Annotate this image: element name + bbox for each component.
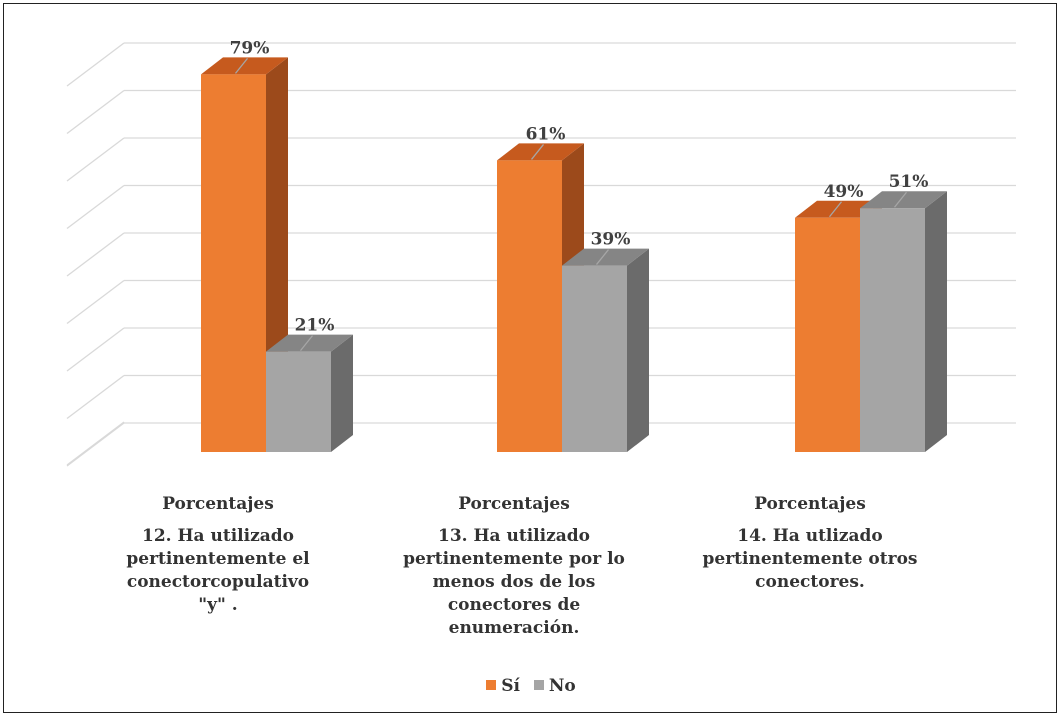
bar <box>860 208 925 452</box>
bar-top <box>201 57 288 75</box>
gridline-side <box>66 137 125 182</box>
legend-swatch-si <box>486 680 497 690</box>
gridline-side <box>66 89 125 135</box>
gridline-side <box>66 232 125 277</box>
legend-item-no: No <box>533 676 576 696</box>
category-2-text: 13. Ha utilizado pertinentemente por lo … <box>403 526 625 638</box>
category-1-sub: Porcentajes <box>162 494 274 514</box>
data-label-leader <box>299 335 314 352</box>
data-label: 51% <box>889 172 929 192</box>
floor-edge <box>66 421 125 466</box>
data-label: 21% <box>295 316 335 336</box>
gridline-side <box>66 279 125 325</box>
data-label: 79% <box>230 38 270 58</box>
legend: Sí No <box>0 676 1062 696</box>
bar-side <box>331 334 353 452</box>
data-label-leader <box>595 249 610 265</box>
legend-item-si: Sí <box>486 676 520 696</box>
legend-label-si: Sí <box>501 676 520 696</box>
data-label-leader <box>530 144 545 160</box>
bar-top <box>860 191 947 209</box>
bar-top <box>497 143 584 161</box>
data-label-leader <box>234 57 249 74</box>
bar <box>497 160 562 453</box>
category-label-1: Porcentajes 12. Ha utilizado pertinentem… <box>98 483 338 617</box>
data-label: 61% <box>526 124 566 144</box>
bar <box>562 265 627 452</box>
category-label-2: Porcentajes 13. Ha utilizado pertinentem… <box>394 483 634 640</box>
gridline-side <box>66 184 125 230</box>
data-label-leader <box>828 201 843 218</box>
legend-swatch-no <box>533 680 544 690</box>
bar <box>266 351 331 452</box>
bar <box>795 217 860 452</box>
bar-top <box>562 248 649 266</box>
category-2-sub: Porcentajes <box>458 494 570 514</box>
category-1-text: 12. Ha utilizado pertinentemente el cone… <box>126 526 310 615</box>
gridline-side <box>66 374 125 420</box>
gridline-side <box>66 422 125 467</box>
category-3-sub: Porcentajes <box>754 494 866 514</box>
bar <box>201 74 266 452</box>
bar-side <box>627 248 649 452</box>
gridline-side <box>66 327 125 372</box>
data-label-leader <box>893 191 908 208</box>
legend-label-no: No <box>548 676 576 696</box>
category-label-3: Porcentajes 14. Ha utlizado pertinenteme… <box>690 483 930 594</box>
category-3-text: 14. Ha utlizado pertinentemente otros co… <box>702 526 918 592</box>
data-label: 39% <box>591 230 631 250</box>
data-label: 49% <box>824 182 864 202</box>
gridline-side <box>66 42 125 87</box>
bar-side <box>925 191 947 452</box>
bar-top <box>266 334 353 352</box>
